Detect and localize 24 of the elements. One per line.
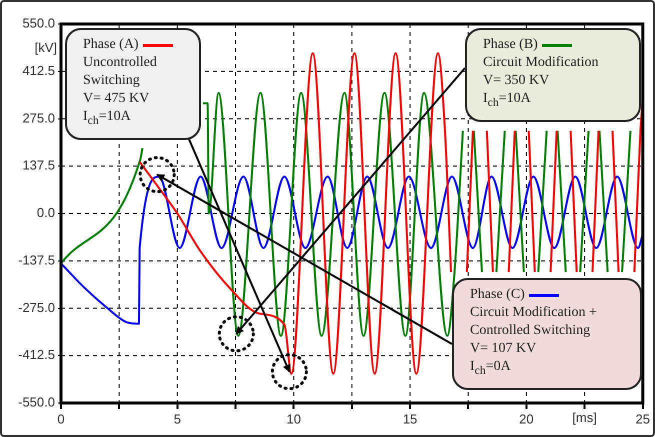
y-axis-title: [kV] — [34, 40, 57, 56]
y-tick-label: -550.0 — [18, 394, 55, 410]
line-series — [61, 176, 643, 325]
y-tick-label: -412.5 — [18, 347, 55, 362]
y-tick-label: 137.5 — [22, 158, 55, 173]
x-tick-label: 10 — [286, 411, 301, 426]
annotation: Circuit Modification + Controlled Switching V= 107 KV I$_{ch}$=0A — [470, 304, 598, 379]
x-tick-label: 0 — [57, 411, 65, 426]
y-tick-label: 0.0 — [36, 205, 55, 220]
x-tick-label: 15 — [402, 411, 418, 426]
legend-label: Phase (B) — [483, 36, 538, 54]
y-tick-label: 550.0 — [22, 16, 55, 31]
legend-label: Phase (A) — [83, 36, 139, 54]
x-tick-label: 25 — [636, 411, 650, 426]
y-tick-label: 275.0 — [22, 110, 55, 126]
annotation: Uncontrolled Switching V= 475 KV I$_{ch}$=10A — [83, 54, 158, 129]
x-tick-label: 5 — [174, 411, 181, 426]
x-axis-title: [ms] — [572, 410, 597, 426]
y-tick-label: -137.5 — [18, 252, 55, 268]
y-tick-label: 412.5 — [22, 62, 55, 78]
annotation: Circuit Modification V= 350 KV I$_{ch}$=10A — [483, 54, 600, 111]
y-tick-label: -275.0 — [18, 300, 55, 315]
legend-label: Phase (C) — [470, 286, 525, 304]
x-tick-label: 20 — [519, 411, 534, 426]
